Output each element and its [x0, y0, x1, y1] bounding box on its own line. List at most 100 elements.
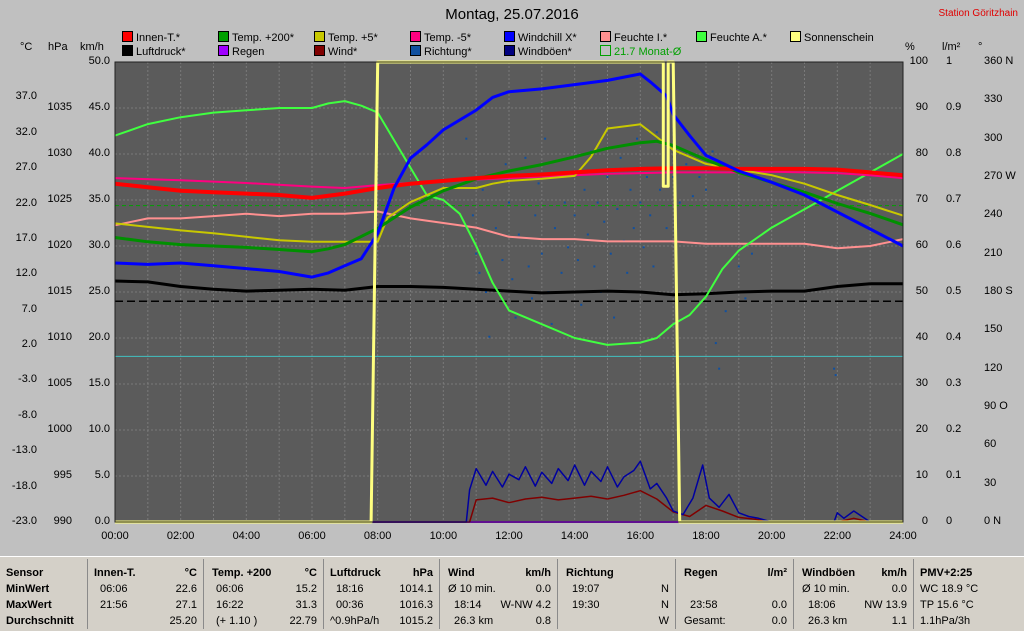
temp200-min-time: 06:06 — [216, 583, 244, 595]
tick-wind: 35.0 — [88, 193, 110, 205]
tick-humidity: 60 — [915, 239, 928, 251]
direction-point — [672, 176, 675, 178]
unit-hpa: hPa — [48, 41, 68, 53]
legend-swatch — [314, 45, 325, 56]
legend-item: Feuchte I.* — [600, 31, 667, 44]
regen-avg-extra: Gesamt: — [684, 615, 726, 627]
tick-rain: 0 — [946, 515, 953, 527]
row-label-sensor: Sensor — [6, 567, 44, 579]
direction-point — [724, 310, 727, 313]
stats-col-pmv: PMV+2:25 WC 18.9 °C TP 15.6 °C 1.1hPa/3h — [914, 559, 1024, 629]
tick-rain: 0.2 — [946, 423, 962, 435]
series-line — [114, 279, 903, 297]
direction-point — [626, 271, 629, 274]
tick-time: 00:00 — [101, 530, 129, 542]
regen-max-time: 23:58 — [690, 599, 718, 611]
direction-point — [619, 156, 622, 159]
direction-point — [527, 265, 530, 268]
richtung-max: N — [661, 599, 669, 611]
direction-point — [613, 316, 616, 319]
legend-label: Temp. -5* — [424, 32, 472, 44]
direction-point — [652, 265, 655, 268]
innen-head: Innen-T. — [94, 567, 136, 579]
tick-direction: 120 — [984, 361, 1003, 374]
druck-max-time: 00:36 — [336, 599, 364, 611]
boeen-max-time: 18:06 — [808, 599, 836, 611]
innen-min-time: 06:06 — [100, 583, 128, 595]
tick-pressure: 1010 — [47, 331, 72, 343]
stats-table: Sensor MinWert MaxWert Durchschnitt Inne… — [0, 556, 1024, 631]
direction-point — [517, 233, 520, 236]
innen-min: 22.6 — [175, 583, 197, 595]
wind-avg-extra: 26.3 km — [454, 615, 494, 627]
direction-point — [655, 131, 658, 134]
tick-pressure: 1030 — [47, 147, 72, 159]
legend-item: Temp. +5* — [314, 31, 378, 44]
legend-item: Regen — [218, 45, 264, 58]
wind-min: 0.0 — [535, 583, 551, 595]
legend-swatch — [600, 31, 611, 42]
tick-temp: 37.0 — [15, 90, 37, 103]
tick-rain: 0.3 — [946, 377, 962, 389]
wind-unit: km/h — [525, 567, 551, 579]
innen-unit: °C — [184, 567, 197, 579]
legend-label: Richtung* — [424, 46, 472, 58]
direction-point — [514, 316, 517, 319]
boeen-max: NW 13.9 — [864, 599, 907, 611]
legend-item: Temp. -5* — [410, 31, 471, 44]
druck-unit: hPa — [412, 567, 433, 579]
regen-head: Regen — [684, 567, 718, 579]
regen-unit: l/m² — [767, 567, 787, 579]
tick-pressure: 1005 — [47, 377, 72, 389]
richtung-min: N — [661, 583, 669, 595]
direction-point — [750, 252, 753, 255]
tick-humidity: 100 — [909, 55, 928, 67]
legend-label: Feuchte I.* — [614, 32, 668, 44]
row-label-min: MinWert — [6, 583, 50, 595]
unit-degree: ° — [978, 41, 983, 53]
tick-direction: 270 W — [984, 170, 1016, 182]
legend-swatch — [410, 31, 421, 42]
tick-time: 06:00 — [298, 530, 326, 542]
direction-point — [659, 188, 662, 191]
tick-time: 02:00 — [166, 530, 195, 542]
direction-point — [481, 188, 484, 191]
druck-min: 1014.1 — [399, 583, 433, 595]
tick-pressure: 1000 — [47, 423, 72, 435]
pmv-min: WC 18.9 °C — [920, 583, 979, 595]
direction-point — [833, 367, 836, 370]
direction-point — [691, 195, 694, 198]
regen-max: 0.0 — [771, 599, 787, 611]
legend-swatch — [314, 31, 325, 42]
innen-max-time: 21:56 — [100, 599, 128, 611]
direction-point — [540, 252, 543, 255]
tick-rain: 1 — [946, 55, 953, 67]
tick-temp: 17.0 — [15, 231, 37, 244]
direction-point — [609, 252, 612, 255]
legend-label: Windchill X* — [518, 32, 577, 44]
series-line — [114, 72, 904, 279]
direction-point — [603, 220, 606, 223]
tick-humidity: 30 — [915, 377, 928, 389]
direction-point — [567, 246, 570, 249]
richtung-max-time: 19:30 — [572, 599, 600, 611]
legend-item: Windböen* — [504, 45, 572, 58]
tick-rain: 0.4 — [946, 331, 962, 343]
tick-pressure: 1015 — [47, 285, 72, 297]
legend-swatch — [410, 45, 421, 56]
unit-kmh: km/h — [80, 41, 104, 53]
boeen-avg-extra: 26.3 km — [808, 615, 848, 627]
stats-col-labels: Sensor MinWert MaxWert Durchschnitt — [0, 559, 88, 629]
tick-direction: 180 S — [984, 285, 1013, 297]
tick-humidity: 50 — [915, 285, 928, 297]
tick-rain: 0.8 — [946, 147, 962, 159]
legend-swatch — [504, 45, 515, 56]
legend-label: 21.7 Monat-Ø — [614, 46, 682, 58]
tick-temp: 12.0 — [15, 267, 37, 280]
direction-point — [544, 137, 547, 140]
tick-wind: 10.0 — [88, 423, 110, 435]
direction-point — [494, 227, 497, 230]
legend-item: Temp. +200* — [218, 31, 294, 44]
tick-rain: 0.7 — [946, 193, 962, 205]
tick-time: 12:00 — [495, 530, 523, 542]
